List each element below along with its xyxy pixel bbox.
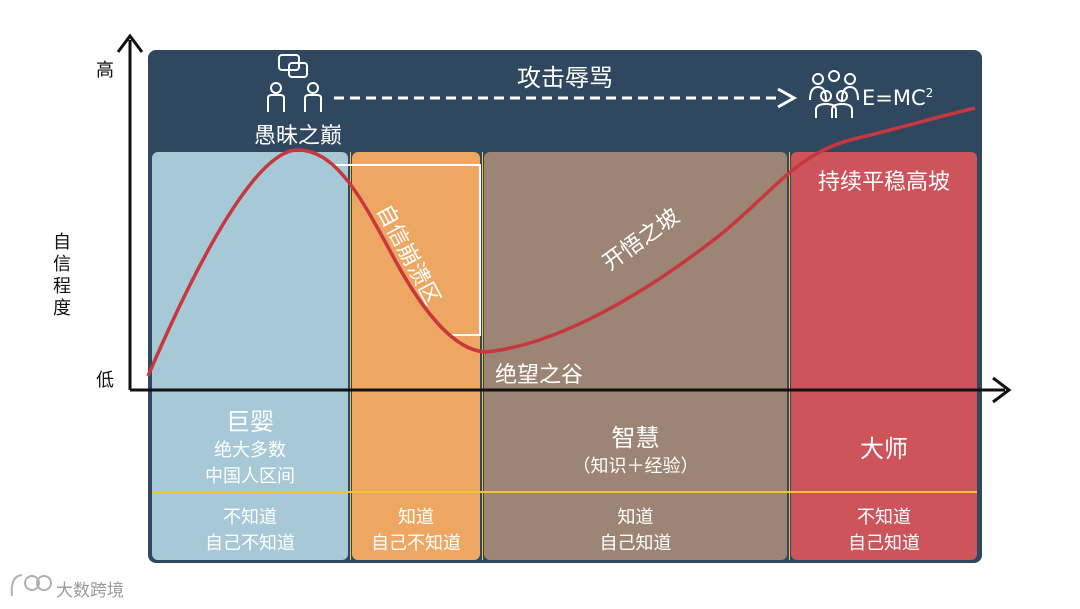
collapse-knowledge-line2: 自己不知道 xyxy=(371,533,461,554)
separator-line xyxy=(482,152,483,560)
baby-stage-subtitle: 绝大多数 xyxy=(214,440,286,461)
watermark-logo-icon xyxy=(10,574,52,597)
chat-people-icon xyxy=(267,54,322,112)
peak-of-ignorance-label: 愚昧之巅 xyxy=(253,124,342,149)
collapse-bracket xyxy=(330,164,481,336)
knowledge-divider-line xyxy=(152,491,977,493)
valley-label: 绝望之谷 xyxy=(495,363,584,388)
formula-text: E=MC xyxy=(862,86,926,110)
baby-knowledge-line2: 自己不知道 xyxy=(205,533,295,554)
formula-label: E=MC2 xyxy=(862,86,933,110)
group-icon xyxy=(809,70,859,118)
wisdom-knowledge-line1: 知道 xyxy=(617,507,654,528)
collapse-knowledge-line1: 知道 xyxy=(398,507,434,528)
baby-stage-title: 巨婴 xyxy=(226,408,274,436)
y-axis-title: 自信程度 xyxy=(53,232,71,319)
master-stage-title: 大师 xyxy=(860,435,908,463)
wisdom-stage-subtitle: （知识＋经验） xyxy=(572,456,699,477)
wisdom-knowledge-line2: 自己知道 xyxy=(599,533,672,554)
separator-line xyxy=(789,152,790,560)
baby-stage-subtitle: 中国人区间 xyxy=(205,466,295,487)
axes xyxy=(116,33,1012,404)
baby-knowledge-line1: 不知道 xyxy=(223,507,277,528)
watermark-text: 大数跨境 xyxy=(56,581,124,601)
master-knowledge-line2: 自己知道 xyxy=(848,533,920,554)
master-knowledge-line1: 不知道 xyxy=(857,507,911,528)
y-axis-low-label: 低 xyxy=(96,370,114,391)
plateau-label: 持续平稳高坡 xyxy=(817,170,950,195)
separator-line xyxy=(350,152,351,560)
formula-exponent: 2 xyxy=(925,86,934,100)
arrow-right-icon xyxy=(334,87,798,109)
confidence-curve xyxy=(146,106,976,377)
wisdom-stage-title: 智慧 xyxy=(611,424,660,452)
attack-label: 攻击辱骂 xyxy=(517,64,613,92)
y-axis-high-label: 高 xyxy=(96,60,114,81)
